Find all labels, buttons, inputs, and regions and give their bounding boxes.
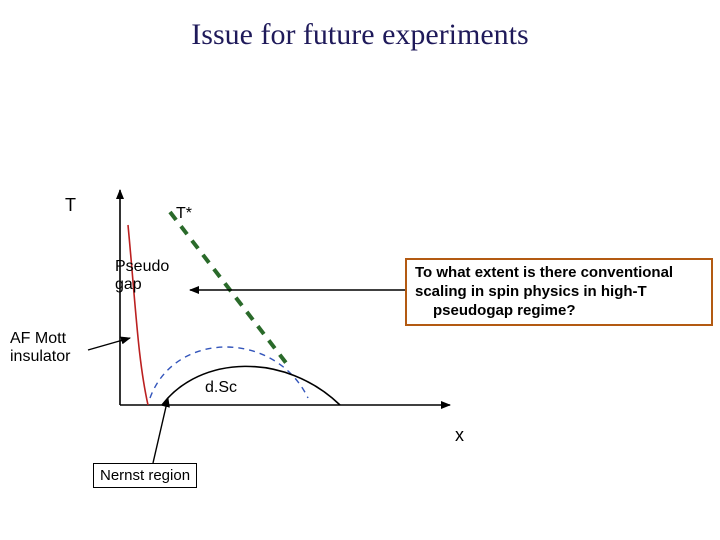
af-boundary-curve	[128, 225, 148, 405]
tstar-label: T*	[176, 205, 192, 223]
nernst-box: Nernst region	[93, 463, 197, 488]
af-mott-box: AF Mott insulator	[6, 328, 74, 369]
pseudogap-label: Pseudo gap	[115, 258, 169, 295]
af-mott-line2: insulator	[10, 348, 70, 365]
dsc-label: d.Sc	[205, 379, 237, 397]
y-axis-label: T	[65, 195, 76, 216]
question-line3: pseudogap regime?	[415, 302, 576, 319]
dsc-label-text: d.Sc	[205, 379, 237, 396]
x-axis-label-text: x	[455, 425, 464, 445]
pseudogap-label-line1: Pseudo	[115, 258, 169, 275]
y-axis-label-text: T	[65, 195, 76, 215]
nernst-box-text: Nernst region	[100, 467, 190, 484]
arrow-nernst-to-dome	[153, 398, 168, 463]
x-axis-label: x	[455, 425, 464, 446]
af-mott-line1: AF Mott	[10, 330, 66, 347]
arrow-af-to-curve	[88, 338, 130, 350]
tstar-label-text: T*	[176, 205, 192, 222]
question-box: To what extent is there conventional sca…	[405, 258, 713, 326]
pseudogap-label-line2: gap	[115, 276, 142, 293]
question-line2: scaling in spin physics in high-T	[415, 283, 647, 300]
question-line1: To what extent is there conventional	[415, 264, 673, 281]
dsc-dome	[162, 366, 340, 405]
